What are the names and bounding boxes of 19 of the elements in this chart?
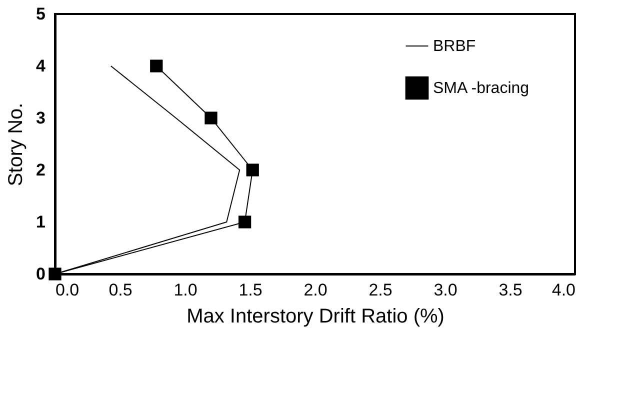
y-axis-title: Story No.	[5, 102, 28, 186]
x-tick-label: 1.5	[238, 280, 262, 300]
legend-label: SMA -bracing	[433, 80, 530, 97]
x-tick-label: 3.0	[434, 280, 458, 300]
x-tick-label: 0.0	[56, 280, 80, 300]
x-tick-label: 4.0	[552, 280, 576, 300]
y-tick-label: 0	[36, 264, 46, 284]
x-axis-title: Max Interstory Drift Ratio (%)	[186, 306, 444, 328]
y-tick-label: 1	[36, 212, 46, 232]
x-tick-label: 3.5	[498, 280, 522, 300]
legend-label: BRBF	[433, 38, 476, 55]
y-tick-label: 4	[36, 56, 46, 76]
y-tick-label: 3	[36, 108, 46, 128]
x-tick-label: 2.0	[304, 280, 328, 300]
x-tick-label: 1.0	[174, 280, 198, 300]
y-tick-label: 5	[36, 4, 46, 24]
y-tick-label: 2	[36, 160, 46, 180]
x-tick-label: 0.5	[108, 280, 132, 300]
x-tick-label: 2.5	[368, 280, 392, 300]
